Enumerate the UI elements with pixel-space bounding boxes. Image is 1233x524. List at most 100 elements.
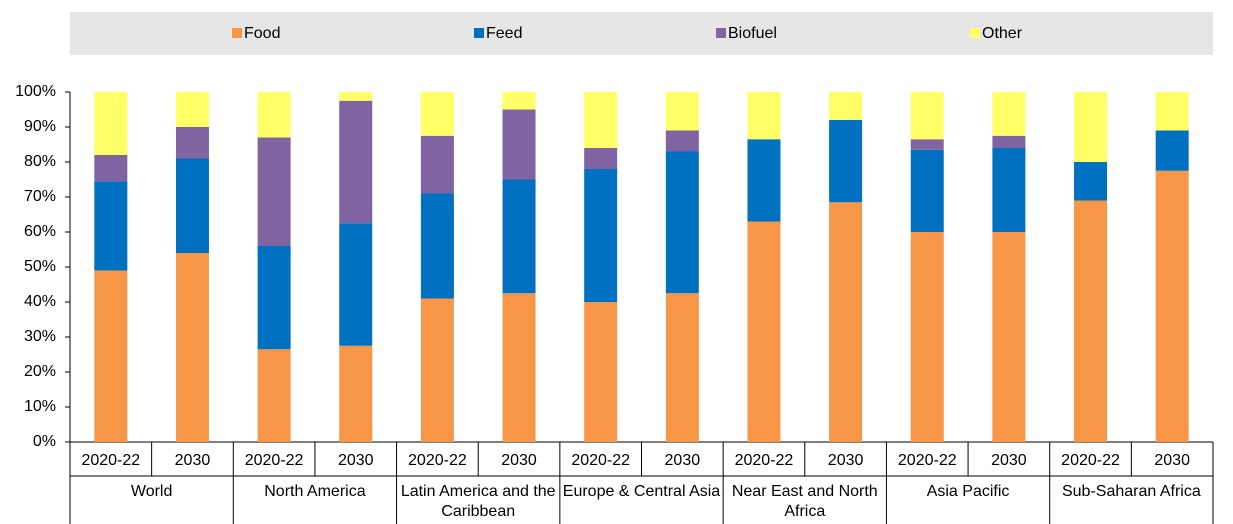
bar-segment (420, 135, 454, 194)
bar-segment (339, 223, 373, 346)
bar-segment (94, 155, 128, 182)
x-tick-label: 2020-22 (898, 452, 957, 469)
bar-segment (257, 349, 291, 442)
bar-segment (1074, 200, 1108, 442)
x-tick-label: 2020-22 (81, 452, 140, 469)
bar-segment (175, 158, 209, 253)
y-tick-label: 0% (33, 433, 56, 450)
y-tick-label: 100% (15, 83, 56, 100)
bar-segment (747, 139, 781, 222)
y-tick-label: 60% (24, 223, 56, 240)
legend-label: Other (982, 25, 1023, 42)
x-tick-label: 2020-22 (735, 452, 794, 469)
bar-segment (584, 302, 618, 442)
bar-segment (992, 92, 1026, 136)
bar-segment (665, 130, 699, 152)
bar-segment (910, 232, 944, 442)
legend-label: Feed (486, 25, 522, 42)
y-tick-label: 10% (24, 398, 56, 415)
x-tick-label: 2030 (991, 452, 1027, 469)
bar-segment (747, 221, 781, 442)
legend-swatch (232, 28, 242, 38)
x-tick-label: 2020-22 (408, 452, 467, 469)
bar-segment (829, 120, 863, 203)
bar-segment (420, 92, 454, 136)
bar-segment (175, 127, 209, 159)
bar-segment (502, 179, 536, 294)
group-label-box: Asia Pacific (926, 483, 1010, 500)
bar-segment (747, 92, 781, 140)
bar-segment (502, 293, 536, 442)
legend-swatch (716, 28, 726, 38)
bar-segment (992, 135, 1026, 148)
group-label: Europe & Central Asia (562, 483, 721, 500)
x-tick-label: 2020-22 (571, 452, 630, 469)
group-label-box: North America (264, 483, 366, 500)
x-tick-label: 2020-22 (1061, 452, 1120, 469)
bar-segment (339, 345, 373, 442)
bar-segment (829, 202, 863, 442)
bar-segment (420, 298, 454, 442)
bar-segment (665, 151, 699, 294)
bar-segment (175, 253, 209, 442)
group-label-box: Europe & Central Asia (562, 483, 721, 500)
bar-segment (665, 293, 699, 442)
bar-segment (1155, 130, 1189, 171)
bar-segment (502, 109, 536, 180)
bar-segment (910, 139, 944, 150)
bar-segment (1074, 92, 1108, 162)
bar-segment (1074, 162, 1108, 201)
legend-box (70, 12, 1213, 55)
x-tick-label: 2030 (338, 452, 374, 469)
bar-segment (992, 232, 1026, 442)
x-tick-label: 2030 (175, 452, 211, 469)
y-tick-label: 20% (24, 363, 56, 380)
legend-label: Biofuel (728, 25, 777, 42)
y-tick-label: 70% (24, 188, 56, 205)
group-label-box: World (130, 483, 173, 500)
y-tick-label: 80% (24, 153, 56, 170)
legend-label: Food (244, 25, 280, 42)
bar-segment (339, 92, 373, 101)
legend-swatch (474, 28, 484, 38)
bar-segment (94, 92, 128, 155)
group-label-box: Latin America and the Caribbean (400, 483, 556, 520)
group-label: North America (264, 483, 366, 500)
bar-segment (1155, 170, 1189, 442)
y-tick-label: 50% (24, 258, 56, 275)
x-tick-label: 2030 (665, 452, 701, 469)
bar-segment (1155, 92, 1189, 131)
y-tick-label: 90% (24, 118, 56, 135)
x-tick-label: 2020-22 (245, 452, 304, 469)
x-tick-label: 2030 (1154, 452, 1190, 469)
bar-segment (992, 148, 1026, 232)
bar-segment (584, 148, 618, 169)
bar-segment (257, 92, 291, 138)
x-tick-label: 2030 (501, 452, 537, 469)
bar-segment (584, 169, 618, 302)
bar-segment (339, 100, 373, 224)
bar-segment (502, 92, 536, 110)
y-tick-label: 30% (24, 328, 56, 345)
bar-segment (420, 193, 454, 299)
group-label: Asia Pacific (926, 483, 1010, 500)
group-label: World (130, 483, 173, 500)
legend-swatch (970, 28, 980, 38)
group-label-box: Near East and North Africa (731, 483, 878, 520)
bar-segment (584, 92, 618, 148)
bar-segment (175, 92, 209, 127)
y-tick-label: 40% (24, 293, 56, 310)
group-label: Near East and North Africa (731, 483, 878, 520)
group-label: Latin America and the Caribbean (400, 483, 556, 520)
bar-segment (665, 92, 699, 131)
bar-segment (829, 92, 863, 120)
bar-segment (257, 246, 291, 350)
bar-segment (910, 92, 944, 140)
group-label: Sub-Saharan Africa (1061, 483, 1201, 500)
group-label-box: Sub-Saharan Africa (1061, 483, 1201, 500)
bar-segment (257, 137, 291, 246)
bar-segment (94, 270, 128, 442)
x-tick-label: 2030 (828, 452, 864, 469)
bar-segment (94, 181, 128, 271)
